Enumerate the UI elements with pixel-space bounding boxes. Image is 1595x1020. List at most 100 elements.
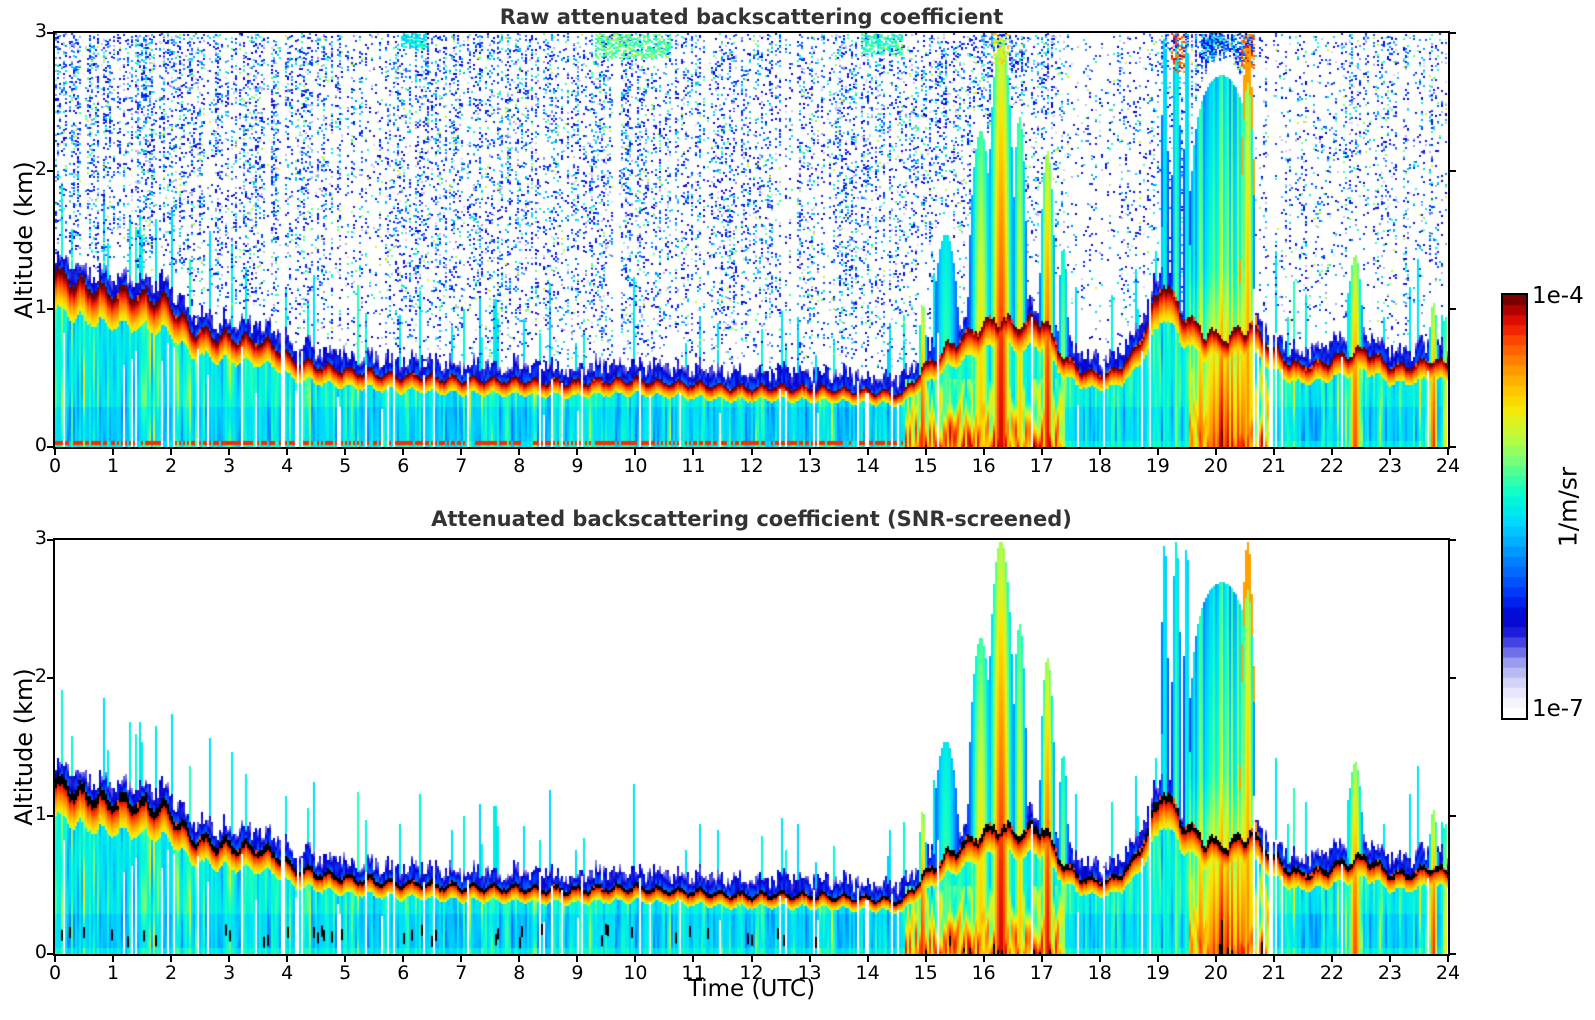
- y-tick-label: 1: [34, 296, 47, 318]
- x-tick-mark: [866, 954, 869, 962]
- x-tick-mark: [924, 447, 927, 455]
- y-tick-label: 1: [34, 803, 47, 825]
- x-tick-label: 15: [913, 962, 938, 984]
- y-tick-mark-right: [1448, 32, 1456, 34]
- y-tick-label: 3: [34, 527, 47, 549]
- x-tick-mark: [1388, 447, 1391, 455]
- x-tick-label: 6: [397, 962, 410, 984]
- x-tick-label: 15: [913, 455, 938, 477]
- x-tick-label: 16: [971, 962, 996, 984]
- x-tick-mark: [1330, 954, 1333, 962]
- y-tick-label: 0: [34, 434, 47, 456]
- x-tick-label: 12: [739, 962, 764, 984]
- y-tick-mark-right: [1448, 170, 1456, 172]
- x-tick-label: 11: [681, 962, 706, 984]
- x-tick-mark: [54, 447, 56, 455]
- x-tick-label: 9: [571, 455, 584, 477]
- x-tick-mark: [112, 447, 115, 455]
- x-tick-label: 24: [1435, 455, 1461, 477]
- x-tick-label: 0: [48, 962, 62, 984]
- x-tick-mark: [170, 954, 173, 962]
- x-tick-label: 13: [797, 455, 822, 477]
- x-tick-mark: [518, 954, 521, 962]
- x-tick-mark: [634, 447, 637, 455]
- x-tick-mark: [576, 954, 579, 962]
- x-tick-mark: [1040, 447, 1043, 455]
- x-tick-mark: [808, 447, 811, 455]
- x-tick-label: 0: [48, 455, 62, 477]
- panel-2-title: Attenuated backscattering coefficient (S…: [431, 507, 1072, 531]
- x-tick-label: 11: [681, 455, 706, 477]
- x-tick-label: 24: [1435, 962, 1461, 984]
- y-tick-label: 2: [34, 158, 47, 180]
- y-tick-mark-right: [1448, 446, 1456, 448]
- y-tick-mark: [47, 308, 55, 310]
- x-tick-label: 5: [339, 455, 352, 477]
- x-tick-label: 4: [281, 962, 294, 984]
- x-tick-label: 21: [1261, 455, 1286, 477]
- x-tick-label: 14: [855, 962, 880, 984]
- y-tick-mark: [47, 677, 55, 679]
- raw-heatmap-canvas: [55, 33, 1448, 447]
- x-tick-mark: [634, 954, 637, 962]
- colorbar-max-label: 1e-4: [1532, 283, 1584, 309]
- x-tick-mark: [518, 447, 521, 455]
- y-tick-mark-right: [1448, 953, 1456, 955]
- x-tick-mark: [750, 954, 753, 962]
- x-tick-mark: [460, 447, 463, 455]
- x-tick-mark: [286, 447, 289, 455]
- x-tick-label: 4: [281, 455, 294, 477]
- x-tick-mark: [228, 954, 231, 962]
- y-tick-mark: [47, 815, 55, 817]
- x-axis-label: Time (UTC): [687, 976, 816, 1002]
- colorbar-min-label: 1e-7: [1532, 696, 1584, 722]
- x-tick-mark: [1040, 954, 1043, 962]
- x-tick-mark: [344, 447, 347, 455]
- y-tick-mark: [47, 170, 55, 172]
- y-tick-mark: [47, 446, 55, 448]
- x-tick-label: 2: [165, 455, 178, 477]
- screened-heatmap-canvas: [55, 540, 1448, 954]
- x-tick-mark: [402, 954, 405, 962]
- x-tick-label: 5: [339, 962, 352, 984]
- x-tick-label: 16: [971, 455, 996, 477]
- y-tick-mark-right: [1448, 677, 1456, 679]
- x-tick-label: 21: [1261, 962, 1286, 984]
- x-tick-mark: [692, 447, 695, 455]
- x-tick-mark: [924, 954, 927, 962]
- x-tick-label: 9: [571, 962, 584, 984]
- x-tick-mark: [112, 954, 115, 962]
- colorbar-canvas: [1503, 295, 1526, 718]
- x-tick-label: 3: [223, 455, 236, 477]
- x-tick-label: 6: [397, 455, 410, 477]
- x-tick-mark: [1156, 447, 1159, 455]
- x-tick-label: 22: [1319, 962, 1344, 984]
- x-tick-mark: [460, 954, 463, 962]
- x-tick-label: 8: [513, 962, 526, 984]
- x-tick-mark: [808, 954, 811, 962]
- y-tick-label: 3: [34, 20, 47, 42]
- x-tick-mark: [692, 954, 695, 962]
- x-tick-label: 2: [165, 962, 178, 984]
- x-tick-mark: [1447, 447, 1449, 455]
- x-tick-label: 12: [739, 455, 764, 477]
- x-tick-label: 20: [1203, 455, 1228, 477]
- x-tick-mark: [228, 447, 231, 455]
- x-tick-mark: [402, 447, 405, 455]
- y-tick-label: 2: [34, 665, 47, 687]
- x-tick-label: 22: [1319, 455, 1344, 477]
- x-tick-mark: [1388, 954, 1391, 962]
- x-tick-mark: [1214, 447, 1217, 455]
- x-tick-label: 10: [623, 962, 648, 984]
- x-tick-mark: [286, 954, 289, 962]
- x-tick-mark: [1214, 954, 1217, 962]
- y-tick-mark-right: [1448, 308, 1456, 310]
- x-tick-mark: [1447, 954, 1449, 962]
- x-tick-label: 23: [1377, 455, 1403, 477]
- x-tick-mark: [1272, 954, 1275, 962]
- x-tick-label: 17: [1029, 962, 1054, 984]
- x-tick-label: 7: [455, 455, 468, 477]
- x-tick-mark: [866, 447, 869, 455]
- x-tick-label: 23: [1377, 962, 1403, 984]
